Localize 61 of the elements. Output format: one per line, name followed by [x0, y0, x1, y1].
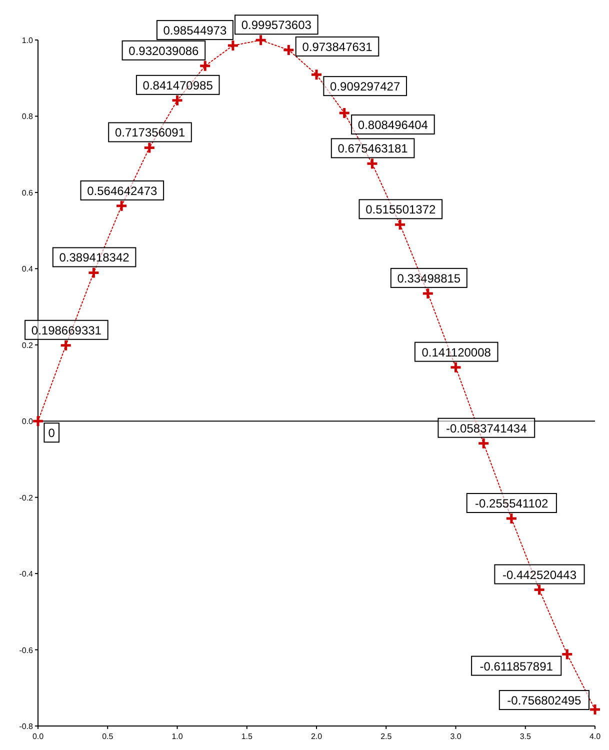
point: [310, 68, 323, 81]
data-label: 0.98544973: [163, 24, 227, 38]
y-tick-label: 0.8: [22, 112, 34, 122]
point: [226, 39, 240, 52]
data-label: 0.932039086: [128, 44, 200, 58]
x-tick-label: 3.5: [520, 732, 532, 741]
y-tick-label: 0.0: [22, 417, 34, 426]
x-tick-label: 1.5: [241, 732, 253, 741]
point: [254, 34, 268, 46]
point: [588, 703, 602, 716]
data-label: 0.999573603: [241, 18, 312, 32]
x-tick-label: 3.0: [450, 732, 462, 741]
data-label: 0.198669331: [31, 323, 102, 338]
x-tick-label: 0.5: [102, 732, 114, 741]
y-tick-label: 0.6: [22, 188, 34, 198]
data-label: 0: [48, 426, 56, 440]
data-label: -0.442520443: [502, 568, 577, 582]
x-tick-label: 1.0: [172, 732, 184, 741]
y-tick-label: -0.8: [19, 722, 34, 731]
data-label: 0.33498815: [397, 271, 461, 286]
data-label: 0.808496404: [358, 118, 428, 132]
data-label: -0.0583741434: [446, 421, 528, 436]
point: [477, 437, 490, 450]
data-label: -0.756802495: [507, 694, 582, 708]
data-label: 0.515501372: [366, 202, 436, 217]
point: [560, 648, 574, 661]
data-label: 0.675463181: [338, 142, 408, 156]
point: [338, 106, 351, 120]
point: [171, 94, 184, 107]
point: [533, 584, 546, 596]
data-label: 0.564642473: [87, 184, 158, 198]
point: [198, 60, 212, 72]
point: [32, 414, 44, 428]
data-label: 0.841470985: [142, 78, 214, 92]
point: [143, 141, 156, 154]
y-tick-label: -0.6: [19, 646, 34, 655]
data-label: 0.389418342: [59, 250, 130, 265]
data-label: 0.717356091: [114, 126, 186, 140]
data-label: 0.909297427: [330, 80, 400, 94]
x-tick-label: 0.0: [32, 732, 44, 741]
data-label: 0.973847631: [302, 40, 373, 54]
y-tick-label: -0.4: [19, 570, 34, 579]
x-tick-label: 2.5: [380, 732, 392, 741]
y-tick-label: 1.0: [22, 36, 34, 45]
point: [87, 266, 100, 279]
x-tick-label: 4.0: [589, 732, 602, 741]
point: [115, 200, 128, 212]
point: [422, 287, 434, 300]
data-label: -0.255541102: [475, 496, 549, 510]
point: [366, 157, 378, 170]
data-label: 0.141120008: [422, 345, 492, 360]
point: [60, 339, 72, 352]
x-tick-label: 2.0: [310, 732, 323, 741]
y-tick-label: 0.2: [22, 340, 34, 350]
point: [394, 218, 406, 231]
point: [450, 361, 462, 374]
y-tick-label: -0.2: [19, 493, 34, 502]
y-tick-label: 0.4: [22, 264, 34, 274]
data-label: -0.611857891: [480, 659, 554, 674]
point: [282, 44, 295, 56]
point: [505, 512, 518, 525]
